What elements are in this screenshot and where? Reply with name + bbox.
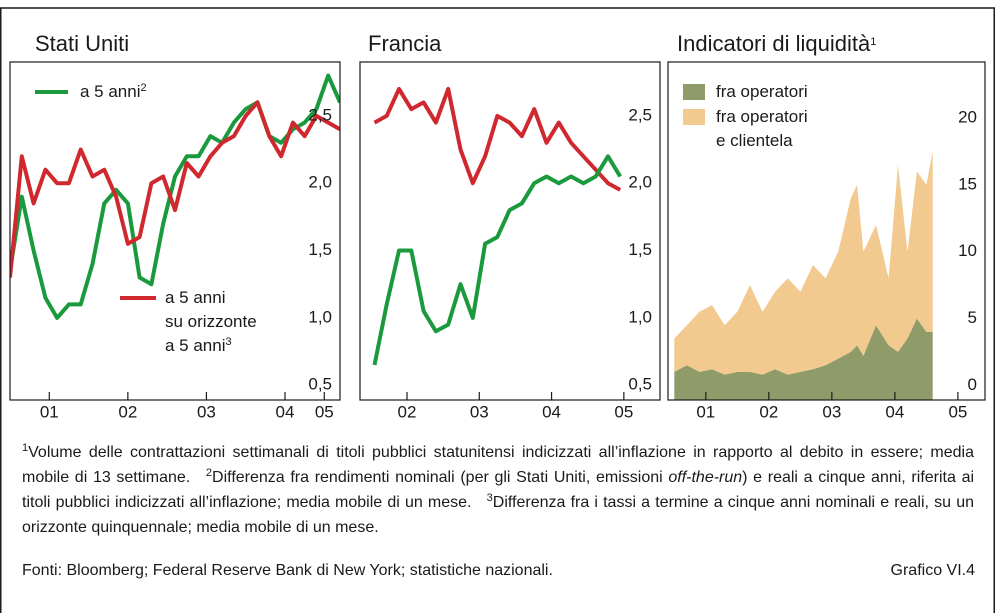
x-tick-label: 02: [759, 402, 778, 421]
y-tick-label: 2,5: [628, 105, 652, 124]
x-tick-label: 03: [470, 402, 489, 421]
line: [373, 86, 622, 192]
legend-label: fra operatori e clientela: [716, 107, 808, 150]
y-tick-label: 20: [958, 108, 977, 127]
y-tick-label: 2,0: [628, 173, 652, 192]
x-tick-label: 03: [197, 402, 216, 421]
legend-label: a 5 anni: [80, 82, 141, 101]
y-tick-label: 2,0: [308, 173, 332, 192]
panel-title-text: Stati Uniti: [35, 31, 130, 56]
x-tick-label: 04: [885, 402, 904, 421]
legend-entry: fra operatori: [716, 80, 808, 104]
legend-swatch: [683, 109, 705, 125]
panel-title: Francia: [368, 31, 441, 57]
footnote-text: Differenza fra rendimenti nominali (per …: [212, 469, 669, 486]
y-tick-label: 0,5: [308, 375, 332, 394]
x-tick-label: 02: [118, 402, 137, 421]
legend-entry: a 5 anni su orizzonte a 5 anni3: [165, 286, 257, 358]
x-tick-label: 03: [822, 402, 841, 421]
x-tick-label: 01: [40, 402, 59, 421]
legend-entry: a 5 anni2: [80, 80, 147, 104]
y-tick-label: 10: [958, 241, 977, 260]
footnote-text: Volume delle contrattazioni settimanali …: [22, 444, 974, 486]
panel-frame: [9, 61, 341, 401]
panel-title-text: Francia: [368, 31, 442, 56]
y-tick-label: 5: [968, 308, 977, 327]
y-tick-label: 1,0: [308, 307, 332, 326]
footnote: 3Differenza fra i tassi a termine a cinq…: [22, 492, 975, 537]
footnote-marker: 3: [486, 492, 493, 504]
footnote-text: Differenza fra i tassi a termine a cinqu…: [22, 494, 975, 536]
y-tick-label: 1,5: [308, 240, 332, 259]
panel-frame: [359, 61, 661, 401]
footnote-marker: 2: [205, 467, 213, 479]
footnotes: 1Volume delle contrattazioni settimanali…: [22, 440, 974, 540]
x-tick-label: 05: [614, 402, 633, 421]
plot-area: [372, 86, 622, 366]
legend-label: fra operatori: [716, 82, 808, 101]
panel-title: Indicatori di liquidità1: [677, 31, 876, 57]
line: [10, 73, 340, 320]
y-tick-label: 1,0: [628, 307, 652, 326]
footnote-italic: off-the-run: [668, 469, 743, 486]
plot-area: [674, 151, 933, 400]
area: [674, 151, 933, 375]
line: [372, 154, 622, 366]
line: [10, 100, 340, 278]
y-tick-label: 1,5: [628, 240, 652, 259]
x-tick-label: 05: [315, 402, 334, 421]
y-tick-label: 2,5: [308, 105, 332, 124]
legend-label: a 5 anni su orizzonte a 5 anni: [165, 288, 257, 355]
footnote: 2Differenza fra rendimenti nominali (per…: [22, 467, 975, 512]
footnote: 1Volume delle contrattazioni settimanali…: [22, 442, 974, 487]
sources: Fonti: Bloomberg; Federal Reserve Bank d…: [22, 562, 553, 579]
y-tick-label: 0,5: [628, 375, 652, 394]
figure-label: Grafico VI.4: [890, 562, 975, 579]
x-tick-label: 01: [696, 402, 715, 421]
x-tick-label: 04: [276, 402, 295, 421]
legend-note: 3: [225, 336, 232, 348]
x-tick-label: 04: [542, 402, 561, 421]
y-tick-label: 15: [958, 174, 977, 193]
legend-swatch: [683, 84, 705, 100]
title-note: 1: [870, 36, 877, 48]
y-tick-label: 0: [968, 375, 977, 394]
x-tick-label: 02: [398, 402, 417, 421]
footnote-text: ) e reali a cinque anni, riferita ai tit…: [22, 469, 975, 511]
panel-frame: [667, 61, 986, 401]
area: [674, 318, 933, 400]
legend-note: 2: [140, 82, 147, 94]
footnote-marker: 1: [22, 442, 29, 454]
panel-title-text: Indicatori di liquidità: [677, 31, 871, 56]
panel-title: Stati Uniti: [35, 31, 129, 57]
plot-area: [10, 73, 340, 320]
x-tick-label: 05: [948, 402, 967, 421]
legend-entry: fra operatori e clientela: [716, 105, 808, 153]
